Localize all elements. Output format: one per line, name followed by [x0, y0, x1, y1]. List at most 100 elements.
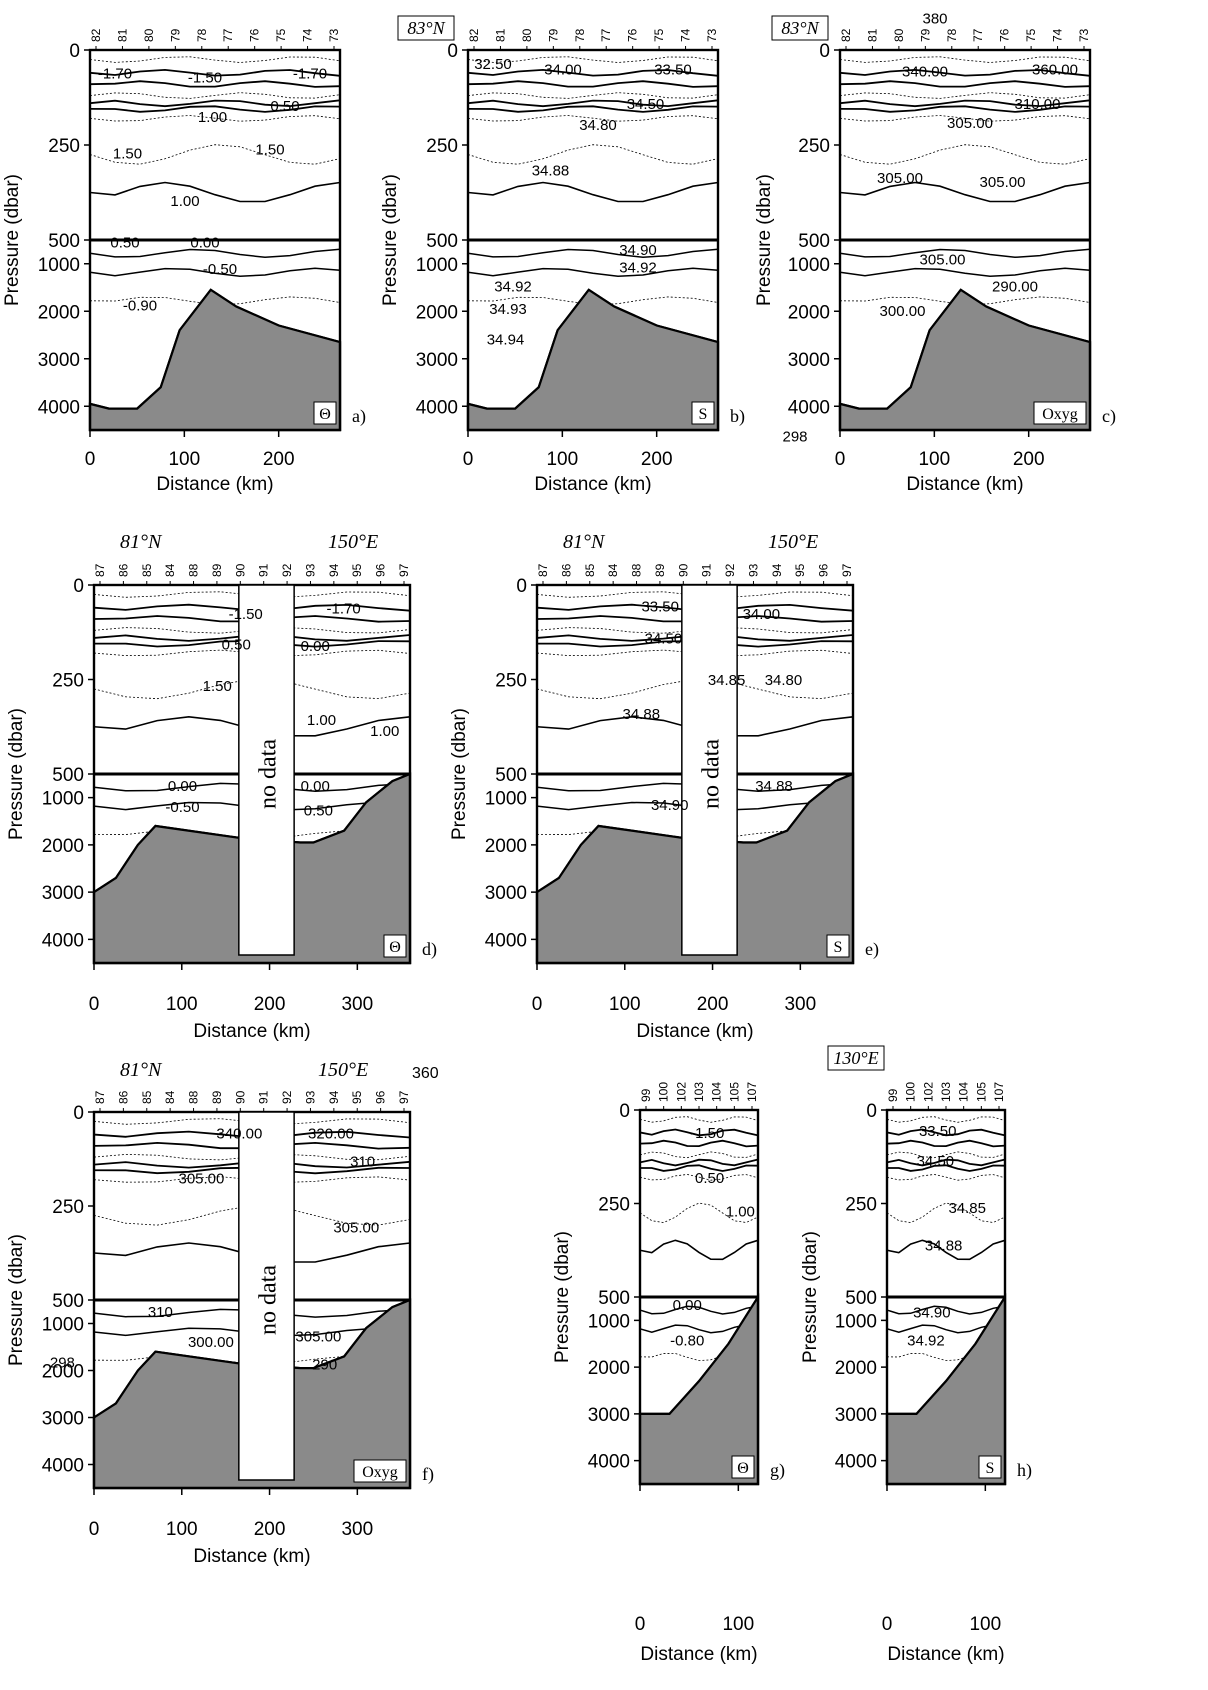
y-tick-label: 500	[52, 765, 84, 786]
contour-line	[467, 267, 719, 277]
contour-label: 34.92	[907, 1333, 945, 1350]
contour-label: 310	[148, 1304, 173, 1321]
contour-label: 34.85	[708, 672, 746, 689]
contour-label: -1.70	[293, 66, 327, 83]
contour-label: 0.50	[110, 235, 139, 252]
station-label: 95	[350, 1090, 364, 1104]
contour-line	[839, 248, 1091, 259]
contour-line	[639, 1164, 759, 1172]
contour-label: 0.50	[270, 98, 299, 115]
contour-label: -1.50	[188, 69, 222, 86]
y-tick-label: 2000	[835, 1358, 877, 1379]
contour-label: 380	[922, 10, 947, 27]
x-tick-label: 0	[635, 1614, 646, 1635]
x-tick-label: 300	[341, 994, 373, 1015]
contour-line	[839, 115, 1091, 122]
y-tick-label: 250	[598, 1195, 630, 1216]
contour-label: 0.00	[673, 1297, 702, 1314]
contour-label: 298	[782, 428, 807, 445]
x-tick-label: 100	[166, 994, 198, 1015]
x-tick-label: 100	[969, 1614, 1001, 1635]
panel-c: 0 250 500 1000 2000 3000 4000 0 100 200 Distance (…	[754, 10, 1116, 495]
y-tick-label: 250	[798, 136, 830, 157]
y-tick-label: 250	[52, 1197, 84, 1218]
x-tick-label: 0	[85, 449, 96, 470]
x-tick-label: 200	[254, 994, 286, 1015]
contour-line	[886, 1202, 1006, 1224]
y-tick-label: 500	[52, 1291, 84, 1312]
y-tick-label: 250	[48, 136, 80, 157]
y-tick-label: 3000	[42, 1409, 84, 1430]
y-tick-label: 4000	[788, 397, 830, 418]
contour-label: 0.50	[695, 1170, 724, 1187]
x-tick-label: 100	[609, 994, 641, 1015]
contour-line	[467, 115, 719, 122]
contour-label: 34.94	[487, 332, 525, 349]
y-tick-label: 1000	[38, 255, 80, 276]
y-tick-label: 250	[52, 671, 84, 692]
contour-label: 305.00	[178, 1170, 224, 1187]
station-label: 90	[233, 1090, 247, 1104]
contour-line	[89, 80, 341, 88]
contour-label: -1.70	[327, 600, 361, 617]
station-label: 79	[546, 28, 560, 42]
x-tick-label: 100	[546, 449, 578, 470]
station-label: 74	[1051, 28, 1065, 42]
contour-label: 34.00	[544, 62, 582, 79]
variable-label: S	[834, 939, 843, 956]
station-label: 96	[374, 1090, 388, 1104]
contour-line	[886, 1239, 1006, 1261]
y-tick-label: 4000	[42, 1456, 84, 1477]
station-label: 87	[536, 563, 550, 577]
station-label: 102	[674, 1082, 688, 1102]
x-axis-label: Distance (km)	[887, 1644, 1004, 1665]
contour-line	[89, 144, 341, 165]
station-label: 73	[327, 28, 341, 42]
y-axis-label: Pressure (dbar)	[754, 174, 775, 306]
y-tick-label: 2000	[38, 302, 80, 323]
contour-label: 305.00	[947, 115, 993, 132]
station-label: 78	[945, 28, 959, 42]
station-label: 84	[606, 563, 620, 577]
station-label: 78	[573, 28, 587, 42]
y-tick-label: 4000	[835, 1452, 877, 1473]
contour-line	[93, 1118, 411, 1125]
station-label: 91	[257, 563, 271, 577]
variable-label: Θ	[319, 406, 331, 423]
contour-line	[839, 181, 1091, 203]
station-label: 76	[998, 28, 1012, 42]
variable-box	[731, 1455, 755, 1479]
y-axis-label: Pressure (dbar)	[552, 1231, 573, 1363]
station-label: 107	[745, 1082, 759, 1102]
y-tick-label: 2000	[588, 1358, 630, 1379]
x-tick-label: 100	[722, 1614, 754, 1635]
contour-line	[89, 56, 341, 63]
y-axis-label: Pressure (dbar)	[800, 1231, 821, 1363]
station-label: 94	[327, 563, 341, 577]
station-label: 79	[918, 28, 932, 42]
station-label: 82	[467, 28, 481, 42]
station-label: 100	[904, 1082, 918, 1102]
contour-line	[467, 248, 719, 259]
contour-label: -0.50	[165, 799, 199, 816]
contour-label: 305.00	[980, 174, 1026, 191]
y-axis-label: Pressure (dbar)	[2, 174, 23, 306]
panel-d: no data 0 250 500 1000 2000 3000 4000 0 100 200 300…	[6, 531, 437, 1042]
x-axis-label: Distance (km)	[636, 1021, 753, 1042]
y-tick-label: 4000	[416, 397, 458, 418]
contour-label: 34.88	[623, 706, 661, 723]
x-tick-label: 200	[263, 449, 295, 470]
station-label: 93	[746, 563, 760, 577]
contour-label: 1.00	[198, 109, 227, 126]
contour-label: 1.50	[203, 678, 232, 695]
y-tick-label: 0	[73, 576, 84, 597]
contour-line	[839, 105, 1091, 113]
panel-label: g)	[770, 1460, 785, 1481]
panel-label: h)	[1017, 1460, 1032, 1481]
y-tick-label: 500	[598, 1288, 630, 1309]
contour-label: 300.00	[188, 1334, 234, 1351]
y-tick-label: 3000	[788, 350, 830, 371]
y-axis-label: Pressure (dbar)	[380, 174, 401, 306]
latitude-box	[827, 1045, 885, 1071]
station-label: 87	[93, 1090, 107, 1104]
